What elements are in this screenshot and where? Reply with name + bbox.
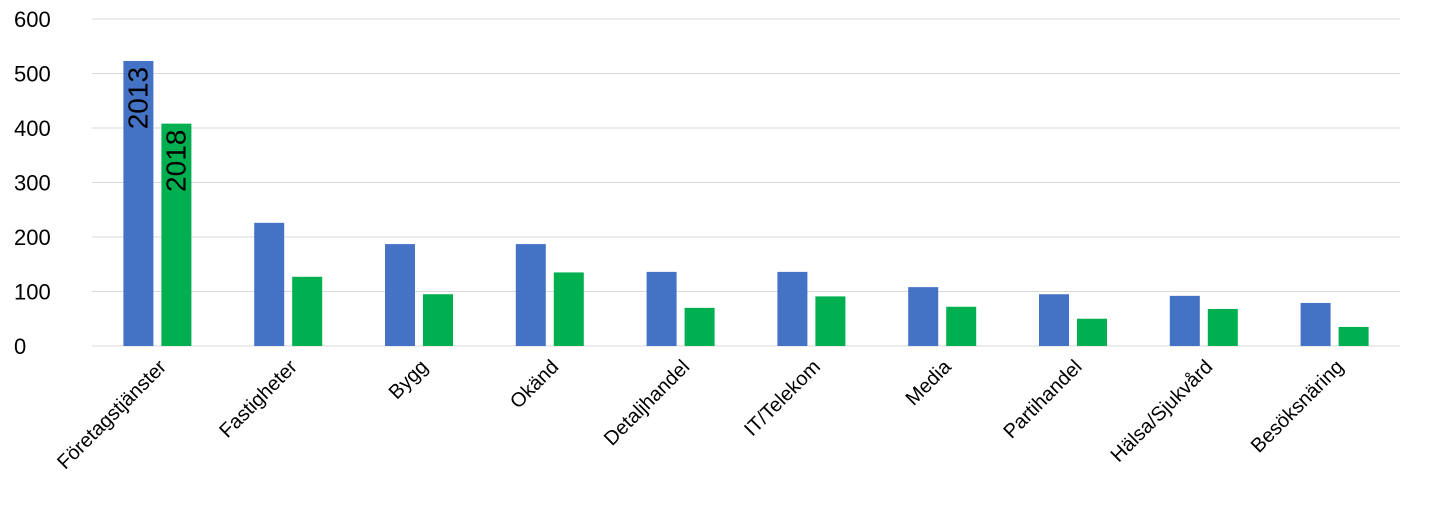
x-axis-category-labels: Företagstjänster Fastigheter Bygg Okänd Deta…	[53, 355, 1348, 473]
y-tick-label: 400	[14, 116, 51, 141]
bar-2018	[423, 294, 453, 346]
y-axis-tick-labels: 0 100 200 300 400 500 600	[14, 7, 51, 359]
bar-2018	[161, 123, 192, 346]
bar-2013	[123, 60, 154, 347]
bar-2013	[254, 222, 285, 346]
x-category-label: Partihandel	[999, 356, 1086, 443]
bar-2013	[908, 287, 939, 346]
y-tick-label: 600	[14, 7, 51, 32]
gridlines	[92, 18, 1400, 347]
y-tick-label: 500	[14, 62, 51, 87]
bar-2018	[553, 272, 584, 346]
series-label: 2018	[160, 130, 191, 192]
x-category-label: Besöksnäring	[1247, 356, 1348, 457]
bar-2013	[515, 244, 546, 346]
bar-2018	[292, 276, 323, 346]
series-label: 2013	[122, 67, 153, 129]
x-category-label: Okänd	[506, 356, 563, 413]
bar-2013	[385, 244, 415, 346]
x-category-label: Bygg	[385, 356, 433, 404]
y-tick-label: 0	[14, 334, 26, 359]
bar-2018	[1338, 326, 1369, 346]
x-category-label: Detaljhandel	[600, 356, 694, 450]
x-category-label: Fastigheter	[215, 356, 302, 443]
x-category-label: IT/Telekom	[740, 356, 825, 441]
bar-2013	[1169, 295, 1200, 346]
bar-2013	[1300, 302, 1331, 346]
bar-2018	[815, 296, 846, 346]
y-tick-label: 300	[14, 171, 51, 196]
bar-2018	[1207, 308, 1238, 346]
x-category-label: Media	[902, 355, 957, 410]
x-category-label: Hälsa/Sjukvård	[1107, 356, 1218, 467]
bars	[123, 60, 1369, 347]
bar-2018	[946, 306, 977, 346]
bar-2018	[1077, 318, 1107, 346]
bar-2013	[777, 271, 808, 346]
bar-2013	[646, 271, 677, 346]
bar-2013	[1039, 294, 1069, 346]
y-tick-label: 100	[14, 280, 51, 305]
x-category-label: Företagstjänster	[53, 356, 171, 474]
y-tick-label: 200	[14, 225, 51, 250]
bar-2018	[684, 307, 715, 346]
